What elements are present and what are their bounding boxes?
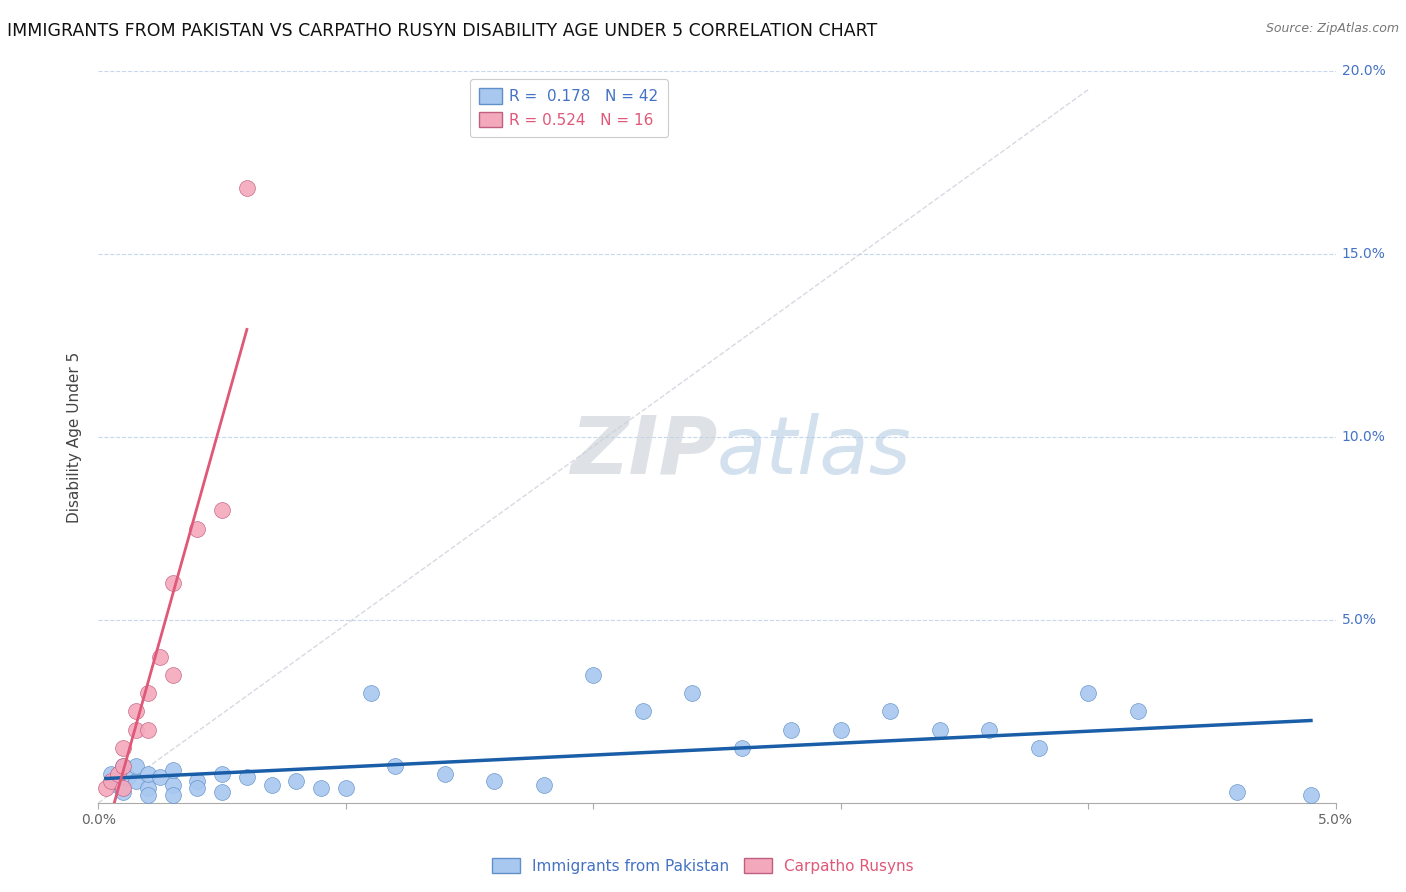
- Text: 15.0%: 15.0%: [1341, 247, 1386, 261]
- Point: [162, 789, 184, 803]
- Point: [433, 766, 456, 780]
- Point: [236, 770, 259, 784]
- Point: [162, 763, 184, 777]
- Point: [285, 773, 308, 788]
- Point: [149, 770, 172, 784]
- Point: [928, 723, 950, 737]
- Point: [236, 181, 259, 195]
- Point: [112, 785, 135, 799]
- Point: [136, 766, 159, 780]
- Text: atlas: atlas: [717, 413, 912, 491]
- Point: [124, 723, 146, 737]
- Point: [979, 723, 1001, 737]
- Point: [335, 781, 357, 796]
- Point: [162, 777, 184, 792]
- Point: [879, 705, 901, 719]
- Point: [149, 649, 172, 664]
- Point: [1028, 740, 1050, 755]
- Legend: R =  0.178   N = 42, R = 0.524   N = 16: R = 0.178 N = 42, R = 0.524 N = 16: [470, 79, 668, 137]
- Text: 20.0%: 20.0%: [1341, 64, 1386, 78]
- Point: [186, 521, 208, 535]
- Point: [211, 785, 233, 799]
- Text: Source: ZipAtlas.com: Source: ZipAtlas.com: [1265, 22, 1399, 36]
- Text: 5.0%: 5.0%: [1341, 613, 1376, 627]
- Point: [260, 777, 283, 792]
- Point: [124, 773, 146, 788]
- Y-axis label: Disability Age Under 5: Disability Age Under 5: [67, 351, 83, 523]
- Point: [94, 781, 117, 796]
- Point: [780, 723, 803, 737]
- Point: [1126, 705, 1149, 719]
- Point: [107, 766, 129, 780]
- Point: [582, 667, 605, 681]
- Point: [211, 503, 233, 517]
- Point: [100, 773, 122, 788]
- Point: [112, 781, 135, 796]
- Point: [100, 766, 122, 780]
- Point: [484, 773, 506, 788]
- Point: [384, 759, 406, 773]
- Point: [309, 781, 332, 796]
- Point: [117, 770, 139, 784]
- Point: [1226, 785, 1249, 799]
- Point: [731, 740, 754, 755]
- Point: [186, 773, 208, 788]
- Point: [112, 759, 135, 773]
- Point: [112, 759, 135, 773]
- Point: [107, 777, 129, 792]
- Text: 10.0%: 10.0%: [1341, 430, 1386, 444]
- Point: [136, 781, 159, 796]
- Point: [211, 766, 233, 780]
- Point: [124, 759, 146, 773]
- Point: [136, 686, 159, 700]
- Text: ZIP: ZIP: [569, 413, 717, 491]
- Point: [124, 705, 146, 719]
- Point: [830, 723, 852, 737]
- Point: [162, 667, 184, 681]
- Point: [681, 686, 703, 700]
- Legend: Immigrants from Pakistan, Carpatho Rusyns: Immigrants from Pakistan, Carpatho Rusyn…: [486, 852, 920, 880]
- Point: [136, 789, 159, 803]
- Point: [112, 740, 135, 755]
- Point: [162, 576, 184, 591]
- Point: [186, 781, 208, 796]
- Point: [360, 686, 382, 700]
- Point: [533, 777, 555, 792]
- Point: [1299, 789, 1322, 803]
- Point: [631, 705, 654, 719]
- Point: [1077, 686, 1099, 700]
- Text: IMMIGRANTS FROM PAKISTAN VS CARPATHO RUSYN DISABILITY AGE UNDER 5 CORRELATION CH: IMMIGRANTS FROM PAKISTAN VS CARPATHO RUS…: [7, 22, 877, 40]
- Point: [136, 723, 159, 737]
